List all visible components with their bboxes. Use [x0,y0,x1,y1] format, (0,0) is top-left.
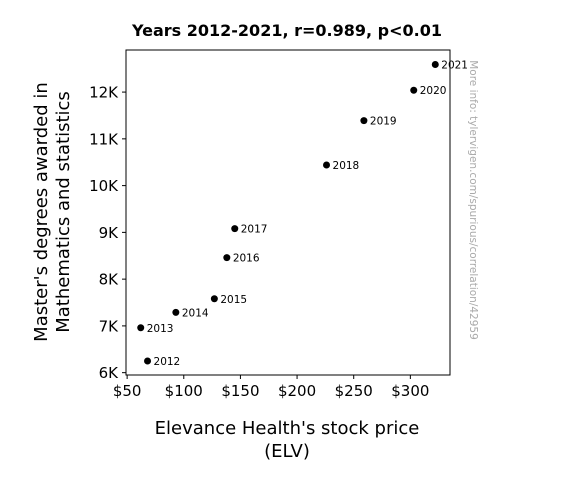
x-tick-label: $100 [165,382,203,400]
x-tick-label: $250 [335,382,373,400]
y-tick-label: 8K [99,271,120,289]
y-tick-label: 10K [89,177,119,195]
data-point-label: 2012 [154,356,181,368]
y-axis: 6K 7K 8K 9K 10K 11K 12K [89,84,126,382]
y-tick-label: 12K [89,84,119,102]
x-axis-label-line-2: (ELV) [264,441,310,462]
x-axis: $50 $100 $150 $200 $250 $300 [113,375,429,400]
x-tick-label: $150 [221,382,259,400]
data-point [223,254,231,262]
y-axis-label-line-1: Master's degrees awarded in [31,82,52,342]
y-tick-label: 11K [89,130,119,148]
data-point-label: 2016 [233,253,260,265]
y-tick-label: 6K [99,364,120,382]
y-axis-label-line-2: Mathematics and statistics [53,91,74,333]
x-axis-label-line-1: Elevance Health's stock price [155,418,420,439]
data-point [231,225,239,233]
x-tick-label: $50 [113,382,142,400]
data-point [144,357,152,365]
y-tick-label: 7K [99,317,120,335]
data-point-label: 2014 [182,307,209,319]
watermark-text: More info: tylervigen.com/spurious/corre… [467,60,479,340]
data-point [360,117,368,125]
data-point-label: 2017 [241,224,268,236]
plot-frame [125,49,451,376]
data-point-label: 2015 [220,294,247,306]
data-point [137,324,145,332]
data-point [210,295,218,303]
data-point-label: 2020 [420,85,447,97]
y-tick-label: 9K [99,224,120,242]
data-point [431,60,439,68]
data-point [410,86,418,94]
chart-title: Years 2012-2021, r=0.989, p<0.01 [131,21,442,40]
data-point-label: 2018 [333,160,360,172]
data-point-label: 2021 [441,59,468,71]
data-points: 2012 2013 2014 2015 2016 2017 2018 2019 2020 2021 [137,59,468,368]
data-point [323,161,331,169]
data-point-label: 2019 [370,116,397,128]
x-tick-label: $200 [278,382,316,400]
data-point [172,308,180,316]
x-tick-label: $300 [391,382,429,400]
data-point-label: 2013 [147,323,174,335]
